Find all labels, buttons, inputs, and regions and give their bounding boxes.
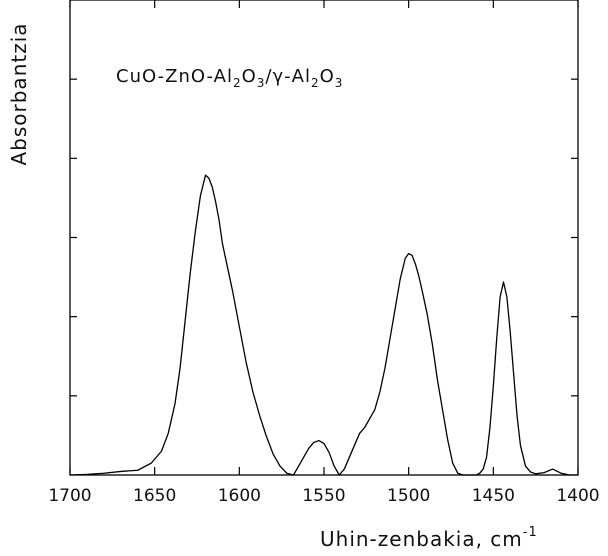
annotation-part: 3 xyxy=(257,76,266,90)
x-tick-label: 1400 xyxy=(556,486,599,506)
annotation-part: O xyxy=(242,66,257,87)
x-tick-label: 1650 xyxy=(133,486,176,506)
annotation-part: 2 xyxy=(233,76,242,90)
axis-ticks xyxy=(69,0,579,475)
x-tick-label: 1500 xyxy=(387,486,430,506)
x-tick-label: 1450 xyxy=(472,486,515,506)
x-axis-title: Uhin-zenbakia, cm-1 xyxy=(320,525,538,551)
y-axis-title: Absorbantzia xyxy=(7,22,31,165)
annotation-part: CuO-ZnO-Al xyxy=(116,66,233,87)
spectrum-line xyxy=(69,174,578,476)
x-axis-title-superscript: -1 xyxy=(523,525,538,540)
x-tick-label: 1700 xyxy=(48,486,91,506)
sample-annotation: CuO-ZnO-Al2O3/γ-Al2O3 xyxy=(116,66,343,90)
annotation-part: 2 xyxy=(311,76,320,90)
annotation-part: O xyxy=(320,66,335,87)
x-axis-title-text: Uhin-zenbakia, cm xyxy=(320,527,523,551)
annotation-part: 3 xyxy=(335,76,344,90)
tick-labels: 1700 1650 1600 1550 1500 1450 1400 xyxy=(48,486,599,506)
annotation-part: /γ-Al xyxy=(265,66,311,87)
x-tick-label: 1550 xyxy=(302,486,345,506)
x-tick-label: 1600 xyxy=(218,486,261,506)
